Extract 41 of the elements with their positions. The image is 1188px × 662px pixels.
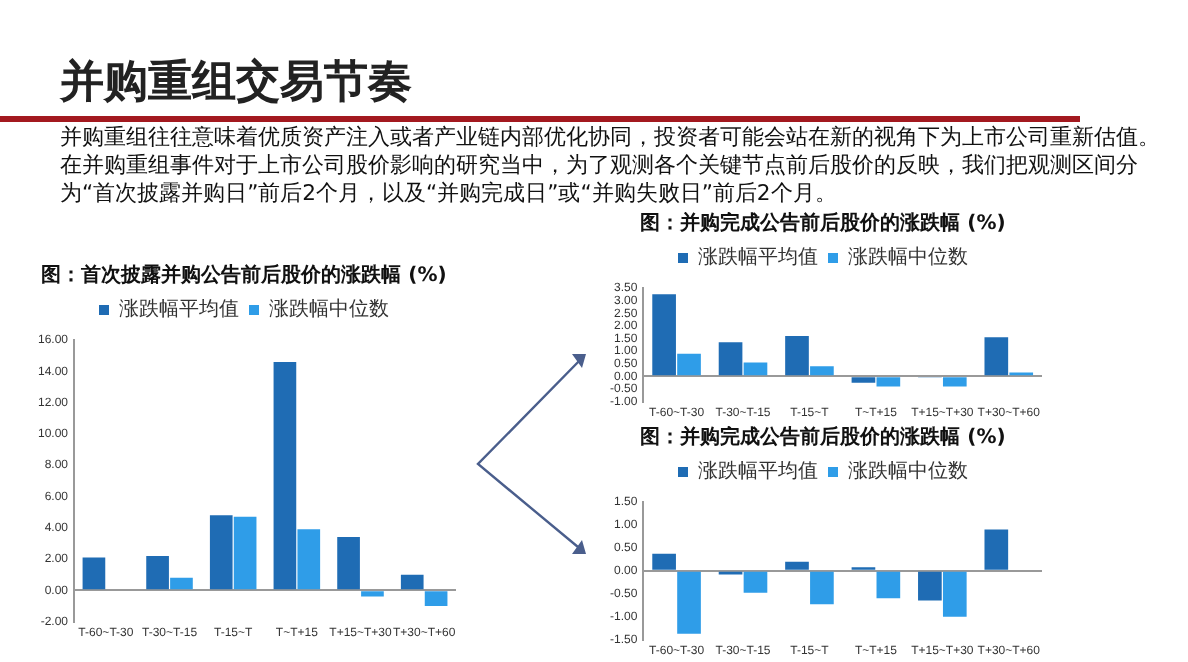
bar <box>876 571 901 599</box>
bar <box>984 529 1009 570</box>
legend-label: 涨跌幅中位数 <box>848 459 968 484</box>
bar <box>677 353 701 376</box>
chart-title: 图：首次披露并购公告前后股价的涨跌幅 (%) <box>41 263 447 288</box>
bar <box>82 557 106 590</box>
chart-title: 图：并购完成公告前后股价的涨跌幅 (%) <box>640 425 1006 450</box>
text: 并购重组交易节奏 <box>60 55 412 112</box>
bar <box>297 529 321 590</box>
bar <box>677 571 701 634</box>
bar <box>785 561 809 570</box>
legend-label: 涨跌幅平均值 <box>698 245 818 270</box>
bar <box>424 591 448 606</box>
bar <box>810 366 834 376</box>
bar <box>918 571 942 601</box>
legend-label: 涨跌幅中位数 <box>269 297 389 322</box>
chart-title: 图：并购完成公告前后股价的涨跌幅 (%) <box>640 211 1006 236</box>
bar <box>743 362 768 376</box>
bar <box>209 515 233 590</box>
bar <box>652 553 676 570</box>
legend-label: 涨跌幅中位数 <box>848 245 968 270</box>
bar <box>170 577 193 590</box>
bar <box>785 335 809 376</box>
legend-label: 涨跌幅平均值 <box>119 297 239 322</box>
bar <box>743 571 768 593</box>
bar <box>942 571 967 617</box>
bar <box>652 294 676 376</box>
bar <box>233 516 257 590</box>
bar <box>942 377 967 387</box>
bar <box>851 377 876 383</box>
text: 并购重组往往意味着优质资产注入或者产业链内部优化协同，投资者可能会站在新的视角下为上市公司重新估值。在并购重组事件对于上市公司股价影响的研究当中，为了观测各个关键节点前后股价的反映，我们把观测区间分为“首次披露并购日”前后2个月，以及“并购完成日”或“并购失败日”前后2个月。 <box>60 124 1162 208</box>
bar <box>984 337 1009 376</box>
bar <box>337 537 360 590</box>
bar <box>718 342 743 376</box>
bar <box>146 555 169 590</box>
bar <box>400 574 424 590</box>
bar <box>876 377 901 387</box>
bar <box>810 571 834 605</box>
bar <box>273 361 297 590</box>
bar <box>361 591 384 597</box>
legend-label: 涨跌幅平均值 <box>698 459 818 484</box>
